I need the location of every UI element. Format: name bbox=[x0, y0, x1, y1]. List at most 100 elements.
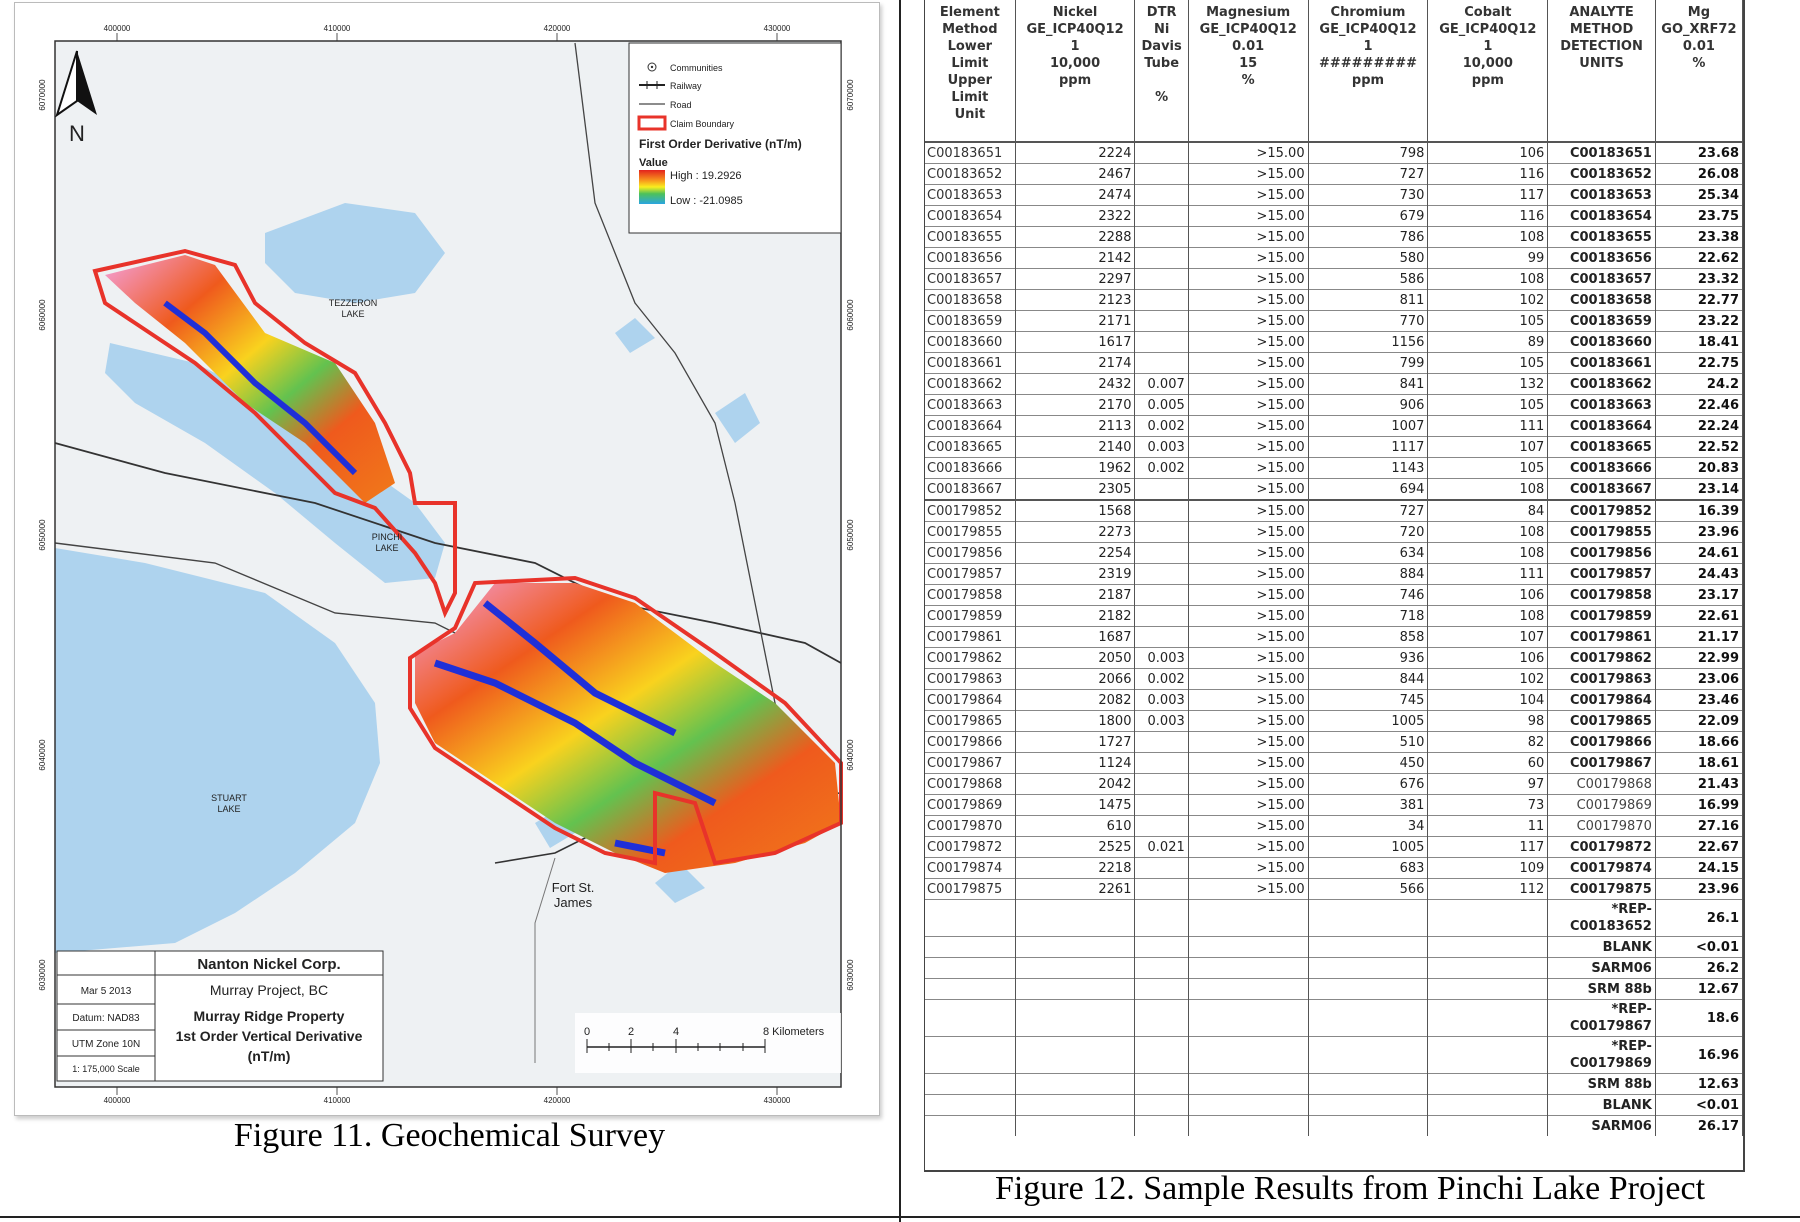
cell-dtr-ni: 0.003 bbox=[1134, 436, 1189, 458]
cell-nickel: 2187 bbox=[1015, 584, 1136, 606]
cell-qc-label: SARM06 bbox=[1547, 957, 1656, 979]
fort-st-james-label: Fort St. James bbox=[552, 880, 595, 910]
col-header-mg-xrf: Mg GO_XRF72 0.01 % bbox=[1655, 0, 1743, 142]
svg-text:1: 175,000 Scale: 1: 175,000 Scale bbox=[72, 1064, 140, 1074]
anomaly-nw-blue bbox=[163, 300, 358, 476]
cell-analyte: C00183654 bbox=[1547, 205, 1656, 227]
cell-chromium: 720 bbox=[1308, 521, 1429, 543]
cell-empty bbox=[1015, 1094, 1136, 1116]
cell-cobalt: 84 bbox=[1427, 499, 1549, 522]
cell-dtr-ni bbox=[1134, 731, 1189, 753]
cell-magnesium: >15.00 bbox=[1188, 542, 1309, 564]
svg-text:Murray Project, BC: Murray Project, BC bbox=[210, 982, 328, 998]
cell-cobalt: 108 bbox=[1427, 226, 1549, 248]
svg-text:4: 4 bbox=[673, 1026, 679, 1038]
cell-dtr-ni bbox=[1134, 226, 1189, 248]
cell-empty bbox=[1015, 899, 1136, 937]
cell-mg-xrf: 23.46 bbox=[1655, 689, 1743, 711]
cell-qc-label: SARM06 bbox=[1547, 1115, 1656, 1136]
cell-analyte: C00183652 bbox=[1547, 163, 1656, 185]
table-row: C00179869 1475 >15.00 381 73 C00179869 16.99 bbox=[925, 794, 1743, 816]
cell-analyte: C00179868 bbox=[1547, 773, 1656, 795]
railway bbox=[54, 442, 842, 664]
community-icon bbox=[647, 62, 657, 72]
cell-sample-id: C00183667 bbox=[925, 478, 1016, 500]
cell-nickel: 2319 bbox=[1015, 563, 1136, 585]
cell-analyte: C00183662 bbox=[1547, 373, 1656, 395]
cell-empty bbox=[1427, 999, 1549, 1037]
cell-empty bbox=[1188, 957, 1309, 979]
cell-empty bbox=[925, 936, 1016, 958]
cell-qc-mg: <0.01 bbox=[1655, 1094, 1743, 1116]
table-row: C00179865 1800 0.003 >15.00 1005 98 C00179865 2… bbox=[925, 710, 1743, 732]
cell-dtr-ni bbox=[1134, 499, 1189, 522]
cell-cobalt: 11 bbox=[1427, 815, 1549, 837]
cell-empty bbox=[1427, 899, 1549, 937]
cell-empty bbox=[1188, 1036, 1309, 1074]
road-south bbox=[534, 857, 556, 1063]
cell-magnesium: >15.00 bbox=[1188, 773, 1309, 795]
cell-magnesium: >15.00 bbox=[1188, 857, 1309, 879]
cell-empty bbox=[1134, 1036, 1189, 1074]
cell-magnesium: >15.00 bbox=[1188, 331, 1309, 353]
figure-12-caption: Figure 12. Sample Results from Pinchi La… bbox=[994, 1170, 1706, 1207]
cell-empty bbox=[1015, 1036, 1136, 1074]
cell-mg-xrf: 23.06 bbox=[1655, 668, 1743, 690]
cell-empty bbox=[1308, 1094, 1429, 1116]
cell-nickel: 2305 bbox=[1015, 478, 1136, 500]
cell-dtr-ni: 0.002 bbox=[1134, 457, 1189, 479]
cell-empty bbox=[1308, 899, 1429, 937]
table-row: C00179858 2187 >15.00 746 106 C00179858 23.17 bbox=[925, 584, 1743, 606]
cell-mg-xrf: 23.96 bbox=[1655, 878, 1743, 900]
cell-empty bbox=[1188, 936, 1309, 958]
cell-magnesium: >15.00 bbox=[1188, 205, 1309, 227]
cell-cobalt: 108 bbox=[1427, 268, 1549, 290]
cell-magnesium: >15.00 bbox=[1188, 836, 1309, 858]
cell-analyte: C00179865 bbox=[1547, 710, 1656, 732]
cell-cobalt: 98 bbox=[1427, 710, 1549, 732]
table-row: C00183657 2297 >15.00 586 108 C00183657 23.32 bbox=[925, 268, 1743, 290]
cell-chromium: 1117 bbox=[1308, 436, 1429, 458]
cell-mg-xrf: 18.66 bbox=[1655, 731, 1743, 753]
svg-text:Fort St.: Fort St. bbox=[552, 880, 595, 895]
svg-text:Communities: Communities bbox=[670, 63, 723, 73]
cell-dtr-ni bbox=[1134, 563, 1189, 585]
cell-analyte: C00183663 bbox=[1547, 394, 1656, 416]
scale-bar: 0 2 4 8 Kilometers bbox=[575, 1013, 841, 1073]
cell-sample-id: C00179864 bbox=[925, 689, 1016, 711]
table-row: C00183664 2113 0.002 >15.00 1007 111 C00183664… bbox=[925, 415, 1743, 437]
cell-nickel: 2218 bbox=[1015, 857, 1136, 879]
cell-empty bbox=[1015, 957, 1136, 979]
cell-mg-xrf: 22.75 bbox=[1655, 352, 1743, 374]
cell-qc-mg: 12.67 bbox=[1655, 978, 1743, 1000]
svg-text:6060000: 6060000 bbox=[846, 299, 855, 331]
cell-mg-xrf: 24.43 bbox=[1655, 563, 1743, 585]
cell-sample-id: C00183658 bbox=[925, 289, 1016, 311]
cell-qc-mg: 26.17 bbox=[1655, 1115, 1743, 1136]
cell-cobalt: 108 bbox=[1427, 521, 1549, 543]
svg-text:430000: 430000 bbox=[764, 1096, 791, 1105]
cell-mg-xrf: 18.41 bbox=[1655, 331, 1743, 353]
cell-qc-mg: <0.01 bbox=[1655, 936, 1743, 958]
cell-sample-id: C00179855 bbox=[925, 521, 1016, 543]
cell-magnesium: >15.00 bbox=[1188, 710, 1309, 732]
cell-cobalt: 99 bbox=[1427, 247, 1549, 269]
cell-empty bbox=[925, 1036, 1016, 1074]
cell-nickel: 2174 bbox=[1015, 352, 1136, 374]
cell-nickel: 2288 bbox=[1015, 226, 1136, 248]
cell-mg-xrf: 23.96 bbox=[1655, 521, 1743, 543]
qc-row: BLANK <0.01 bbox=[925, 1094, 1743, 1116]
vertical-divider bbox=[899, 0, 901, 1222]
col-header-analyte: ANALYTE METHOD DETECTION UNITS bbox=[1547, 0, 1656, 142]
qc-row: SARM06 26.2 bbox=[925, 957, 1743, 979]
cell-chromium: 34 bbox=[1308, 815, 1429, 837]
cell-mg-xrf: 20.83 bbox=[1655, 457, 1743, 479]
cell-cobalt: 102 bbox=[1427, 289, 1549, 311]
cell-empty bbox=[1134, 957, 1189, 979]
table-row: C00183661 2174 >15.00 799 105 C00183661 22.75 bbox=[925, 352, 1743, 374]
north-label: N bbox=[69, 121, 85, 146]
cell-mg-xrf: 22.67 bbox=[1655, 836, 1743, 858]
cell-cobalt: 89 bbox=[1427, 331, 1549, 353]
table-row: C00183653 2474 >15.00 730 117 C00183653 25.34 bbox=[925, 184, 1743, 206]
cell-mg-xrf: 21.43 bbox=[1655, 773, 1743, 795]
